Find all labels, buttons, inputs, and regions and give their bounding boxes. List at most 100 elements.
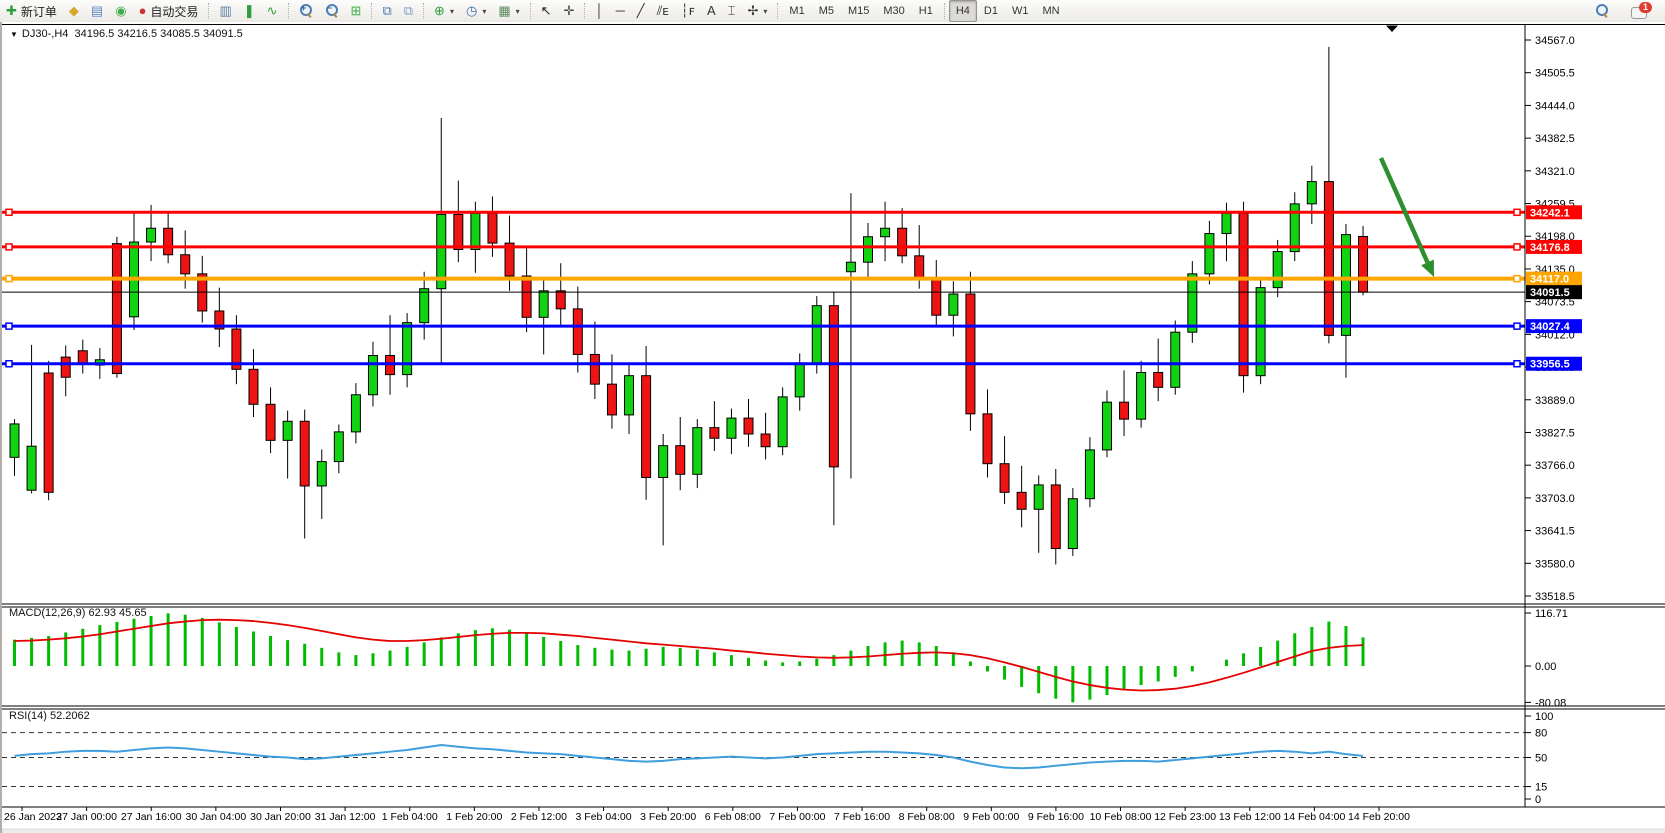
equidistant-channel-button[interactable]: ⫽ᴇ [651,0,675,22]
time-tick-label: 3 Feb 20:00 [640,811,696,823]
candle [1153,338,1164,402]
support-line-1-handle[interactable] [5,322,13,330]
time-tick-label: 31 Jan 12:00 [315,811,376,823]
tf-m1-button-label: M1 [789,5,805,17]
candle [1084,437,1095,508]
toolbar-separator [208,3,210,19]
period-button[interactable]: ◷ ▾ [460,0,492,22]
line-chart-button[interactable]: ∿ [261,0,284,22]
text-label-icon: ⌶ [727,3,736,18]
vertical-line-button[interactable]: │ [589,0,609,22]
search-button[interactable] [1589,0,1615,22]
candle-body [350,394,361,433]
toolbar-separator [777,3,779,19]
candle-body [1221,212,1232,235]
resistance-line-2-badge-label: 34176.8 [1530,242,1570,254]
annotations-layer[interactable] [1378,25,1434,278]
macd-tick-label: 0.00 [1535,661,1556,673]
candle [163,213,174,264]
pivot-line-handle[interactable] [5,274,13,283]
support-line-2-handle[interactable] [5,359,13,368]
tf-d1-button[interactable]: D1 [977,0,1005,22]
horizontal-line-button[interactable]: ─ [610,0,631,22]
chart-dropdown-icon[interactable]: ▼ [10,30,18,39]
pivot-line-badge [1526,271,1582,286]
candle [350,383,361,444]
candle-chart-button[interactable]: ❚ [238,0,261,22]
candle-body [538,290,549,318]
align-charts-button[interactable]: ⧉ [398,0,419,22]
autotrading-button[interactable]: ● 自动交易 [133,0,205,22]
support-line-1-handle[interactable] [1513,322,1521,330]
candle [214,287,225,348]
candle-body [214,310,225,330]
tf-m30-button[interactable]: M30 [876,0,911,22]
text-button[interactable]: A [701,0,722,22]
macd-indicator-label: MACD(12,26,9) 62.93 45.65 [9,607,147,619]
tf-h1-button[interactable]: H1 [912,0,940,22]
bar-chart-button[interactable]: ▥ [213,0,237,22]
candle [367,341,378,407]
chat-badge: 1 [1639,1,1652,13]
add-indicator-button[interactable]: ⊕ ▾ [428,0,460,22]
arrows-button[interactable]: ✢ ▾ [742,0,774,22]
template-button[interactable]: ▦ ▾ [492,0,525,22]
text-label-button[interactable]: ⌶ [722,0,742,22]
trend-arrow-head[interactable] [1421,259,1434,277]
cursor-button[interactable]: ↖ [535,0,558,22]
trend-arrow[interactable] [1378,157,1430,264]
market-watch-button[interactable]: ◆ [63,0,85,22]
candle [589,321,600,400]
candle [265,387,276,454]
candle-body [811,305,822,364]
align-charts-icon: ⧉ [403,3,414,18]
candle-body [402,322,413,376]
support-line-2-handle[interactable] [1513,359,1521,368]
tf-m15-button[interactable]: M15 [841,0,876,22]
rsi-tick-label: 80 [1535,728,1547,740]
crosshair-button[interactable]: ✛ [558,0,581,22]
horizontal-lines-layer[interactable] [2,208,1525,368]
tf-mn-button[interactable]: MN [1035,0,1066,22]
toolbar-separator [287,3,289,19]
resistance-line-2-handle[interactable] [5,243,13,251]
candle-body [726,417,737,439]
trendline-button[interactable]: ╱ [631,0,651,22]
candle-body [180,254,191,275]
candle-body [794,362,805,398]
resistance-line-2-handle[interactable] [1513,243,1521,251]
rsi-line [14,744,1364,770]
tf-d1-button-label: D1 [983,5,998,17]
tf-m5-button[interactable]: M5 [812,0,841,22]
candle-body [299,420,310,487]
price-axis[interactable]: 34567.034505.534444.034382.534321.034259… [1525,35,1582,806]
tf-m30-button-label: M30 [883,5,905,17]
signals-button[interactable]: ◉ [109,0,132,22]
candle-body [555,290,566,310]
chat-button[interactable]: 1 [1625,0,1657,22]
time-tick-label: 30 Jan 20:00 [250,811,311,823]
candle-body [1358,235,1369,293]
fibonacci-button[interactable]: ┆ꜰ [675,0,701,22]
navigator-button[interactable]: ▤ [85,0,109,22]
new-order-button[interactable]: ✚ 新订单 [0,0,63,22]
pivot-line-handle[interactable] [1513,274,1521,283]
candle [777,387,788,456]
auto-arrange-button[interactable]: ⧉ [376,0,397,22]
zoom-out-button[interactable]: − [319,0,345,22]
candle-body [589,353,600,385]
tf-w1-button[interactable]: W1 [1005,0,1036,22]
tile-windows-button[interactable]: ⊞ [345,0,368,22]
chart-shift-marker-icon[interactable] [1386,25,1398,33]
candle [60,345,71,397]
tf-m1-button[interactable]: M1 [782,0,811,22]
tf-h4-button[interactable]: H4 [948,0,977,22]
chart-canvas[interactable]: 34567.034505.534444.034382.534321.034259… [2,22,1665,833]
candle-body [1084,449,1095,500]
resistance-line-1-handle[interactable] [5,208,13,217]
candle [999,436,1010,504]
zoom-in-button[interactable]: + [293,0,319,22]
candles-layer [9,46,1369,565]
resistance-line-1-handle[interactable] [1513,208,1521,217]
